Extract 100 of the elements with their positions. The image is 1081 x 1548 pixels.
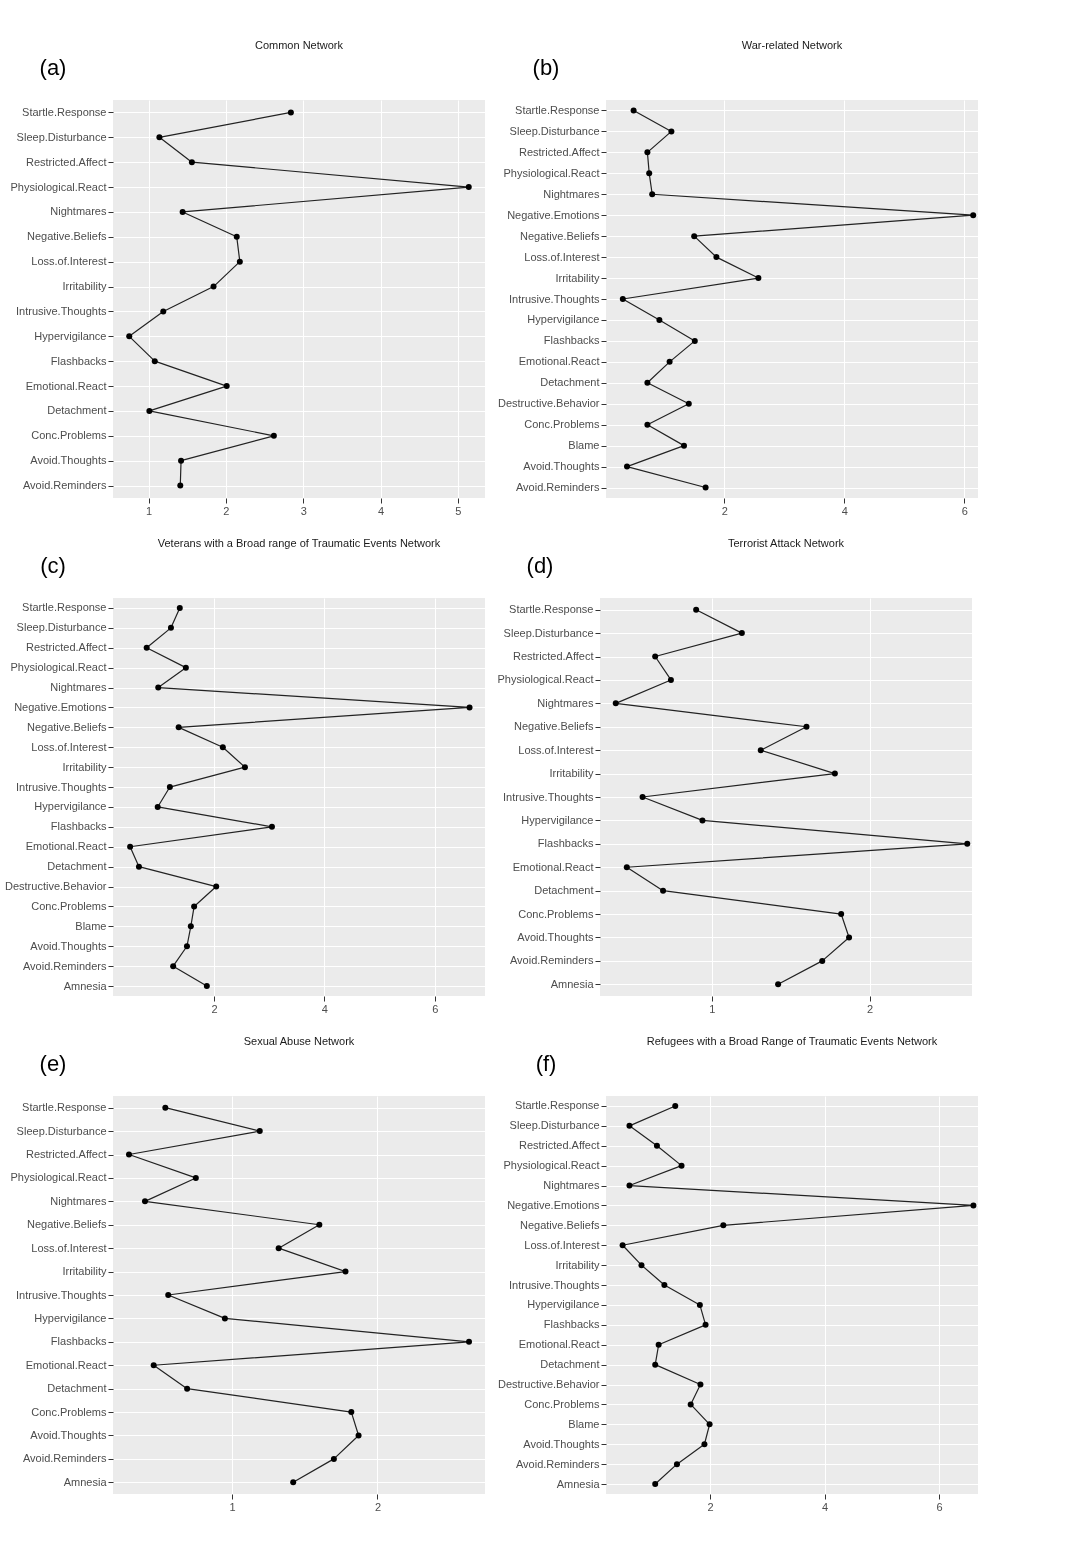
point (720, 1222, 727, 1229)
y-tick-label: Blame (568, 439, 600, 452)
point (652, 1361, 659, 1368)
y-tick-label: Blame (75, 919, 107, 932)
y-tick-label: Irritability (62, 280, 107, 293)
y-tick-label: Avoid.Reminders (515, 481, 600, 494)
point (691, 337, 698, 344)
chart-title: Common Network (254, 39, 344, 51)
y-tick-label: Detachment (47, 860, 107, 873)
y-tick-label: Loss.of.Interest (31, 1241, 107, 1254)
y-tick-label: Hypervigilance (34, 1311, 107, 1324)
point (127, 843, 134, 850)
point (639, 794, 646, 800)
point (241, 764, 248, 771)
y-tick-label: Conc.Problems (524, 1397, 600, 1410)
point (681, 442, 687, 449)
y-tick-label: Emotional.React (25, 1358, 107, 1371)
y-tick-label: Flashbacks (50, 354, 107, 367)
point (179, 208, 186, 215)
point (178, 457, 185, 464)
point (221, 1315, 228, 1322)
point (183, 943, 190, 950)
y-tick-label: Amnesia (63, 1475, 108, 1488)
y-tick-label: Physiological.React (10, 1171, 107, 1184)
y-tick-label: Startle.Response (22, 601, 107, 614)
y-tick-label: Physiological.React (10, 180, 107, 193)
point (970, 1202, 977, 1209)
point (672, 1102, 679, 1109)
point (135, 863, 142, 870)
point (831, 770, 838, 777)
chart-title: Terrorist Attack Network (727, 537, 845, 549)
y-tick-label: Hypervigilance (34, 329, 107, 342)
y-tick-label: Hypervigilance (34, 800, 107, 813)
y-tick-label: Negative.Beliefs (27, 1218, 107, 1231)
point (644, 421, 651, 428)
y-tick-label: Avoid.Reminders (22, 1452, 107, 1465)
y-tick-label: Sleep.Disturbance (509, 124, 600, 137)
point (846, 934, 853, 941)
y-tick-label: Nightmares (537, 696, 594, 709)
point (691, 233, 698, 240)
point (162, 1104, 169, 1111)
y-tick-label: Flashbacks (537, 837, 594, 850)
point (154, 803, 161, 810)
y-tick-label: Emotional.React (518, 1338, 600, 1351)
y-tick-label: Restricted.Affect (26, 155, 107, 168)
y-tick-label: Negative.Emotions (14, 700, 107, 713)
point (166, 784, 173, 791)
point (355, 1432, 362, 1439)
point (673, 1461, 680, 1468)
point (693, 606, 700, 613)
point (165, 1292, 172, 1298)
point (666, 358, 673, 365)
y-tick-label: Conc.Problems (31, 429, 107, 442)
y-tick-label: Nightmares (50, 681, 107, 694)
y-tick-label: Restricted.Affect (513, 650, 594, 663)
y-tick-label: Startle.Response (515, 1099, 600, 1112)
y-tick-label: Intrusive.Thoughts (503, 790, 594, 803)
point (342, 1268, 349, 1275)
point (701, 1441, 708, 1448)
y-tick-label: Negative.Beliefs (27, 230, 107, 243)
y-tick-label: Flashbacks (543, 1318, 600, 1331)
point (184, 1385, 191, 1392)
x-tick-label: 1 (229, 1500, 236, 1513)
y-tick-label: Blame (568, 1417, 600, 1430)
y-tick-label: Physiological.React (10, 661, 107, 674)
y-tick-label: Emotional.React (518, 355, 600, 368)
y-tick-label: Intrusive.Thoughts (509, 1278, 600, 1291)
point (151, 358, 158, 365)
text: (c) (40, 553, 66, 578)
y-tick-label: Sleep.Disturbance (509, 1119, 600, 1132)
point (661, 1282, 668, 1289)
y-tick-label: Negative.Emotions (507, 208, 600, 221)
y-tick-label: Emotional.React (512, 860, 594, 873)
point (624, 463, 630, 470)
x-tick-label: 4 (822, 1500, 829, 1513)
y-tick-label: Conc.Problems (31, 1405, 107, 1418)
point (466, 1338, 473, 1345)
chart-title: Sexual Abuse Network (243, 1035, 355, 1047)
y-tick-label: Detachment (540, 376, 600, 389)
point (287, 109, 294, 116)
y-tick-label: Loss.of.Interest (524, 1238, 600, 1251)
point (167, 624, 174, 631)
point (175, 724, 182, 731)
point (177, 482, 184, 489)
y-tick-label: Detachment (47, 1382, 107, 1395)
y-tick-label: Avoid.Reminders (515, 1457, 600, 1470)
text: (b) (532, 55, 560, 80)
point (156, 134, 163, 141)
y-tick-label: Restricted.Affect (26, 1148, 107, 1161)
text: (f) (535, 1051, 557, 1076)
x-tick-label: 6 (432, 1002, 439, 1015)
point (775, 981, 782, 988)
y-tick-label: Irritability (62, 760, 107, 773)
y-tick-label: Detachment (47, 404, 107, 417)
x-tick-label: 4 (378, 504, 385, 517)
point (696, 1301, 703, 1308)
y-tick-label: Hypervigilance (527, 1298, 600, 1311)
y-tick-label: Avoid.Reminders (509, 954, 594, 967)
y-tick-label: Conc.Problems (524, 418, 600, 431)
y-tick-label: Irritability (549, 767, 594, 780)
